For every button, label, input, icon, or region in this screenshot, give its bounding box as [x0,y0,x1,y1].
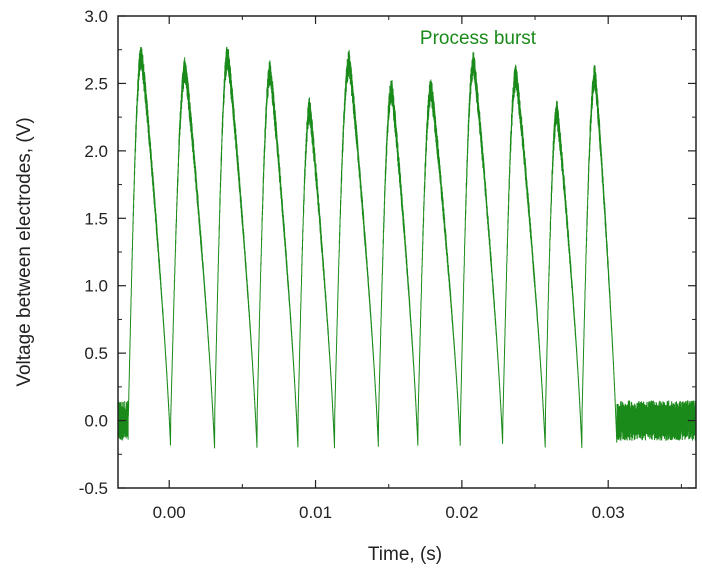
y-tick-label: 2.5 [84,74,108,93]
ticks-layer: -0.5 0.0 0.5 1.0 1.5 2.0 2.5 3.0 0.00 0.01 0.02 0.0… [79,7,696,522]
x-tick-label: 0.01 [299,503,332,522]
plot-frame [117,15,697,489]
y-axis-title: Voltage between electrodes, (V) [14,117,35,386]
y-tick-label: 1.5 [84,209,108,228]
x-tick-label: 0.00 [153,503,186,522]
x-axis-title: Time, (s) [368,544,442,565]
y-tick-label: 0.0 [84,412,108,431]
y-tick-label: -0.5 [79,479,108,498]
y-tick-label: 0.5 [84,344,108,363]
y-tick-label: 2.0 [84,142,108,161]
series-line-voltage [118,46,696,449]
y-tick-label: 3.0 [84,7,108,26]
annotation-process-burst: Process burst [420,28,537,49]
series-layer [118,46,696,449]
x-tick-label: 0.02 [445,503,478,522]
y-tick-label: 1.0 [84,277,108,296]
x-tick-label: 0.03 [592,503,625,522]
